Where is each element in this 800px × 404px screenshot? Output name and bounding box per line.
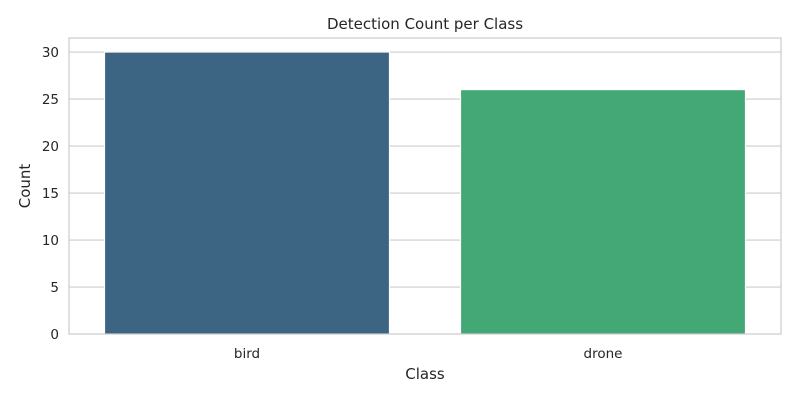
x-tick-label-bird: bird — [234, 346, 260, 362]
x-axis-label: Class — [405, 365, 445, 383]
y-tick-label: 20 — [42, 139, 59, 155]
y-tick-label: 15 — [42, 186, 59, 202]
x-axis-ticks: bird drone — [234, 346, 623, 362]
x-tick-label-drone: drone — [584, 346, 623, 362]
y-tick-label: 25 — [42, 92, 59, 108]
y-tick-label: 5 — [50, 280, 59, 296]
y-tick-label: 30 — [42, 45, 59, 61]
bar-bird — [104, 51, 390, 335]
plot-frame — [68, 37, 782, 335]
bars — [104, 51, 746, 335]
y-tick-label: 0 — [50, 327, 59, 343]
bar-drone — [460, 89, 746, 335]
y-axis-label: Count — [16, 164, 34, 209]
y-tick-label: 10 — [42, 233, 59, 249]
y-axis-ticks: 0 5 10 15 20 25 30 — [42, 45, 59, 343]
chart-title: Detection Count per Class — [327, 15, 523, 33]
